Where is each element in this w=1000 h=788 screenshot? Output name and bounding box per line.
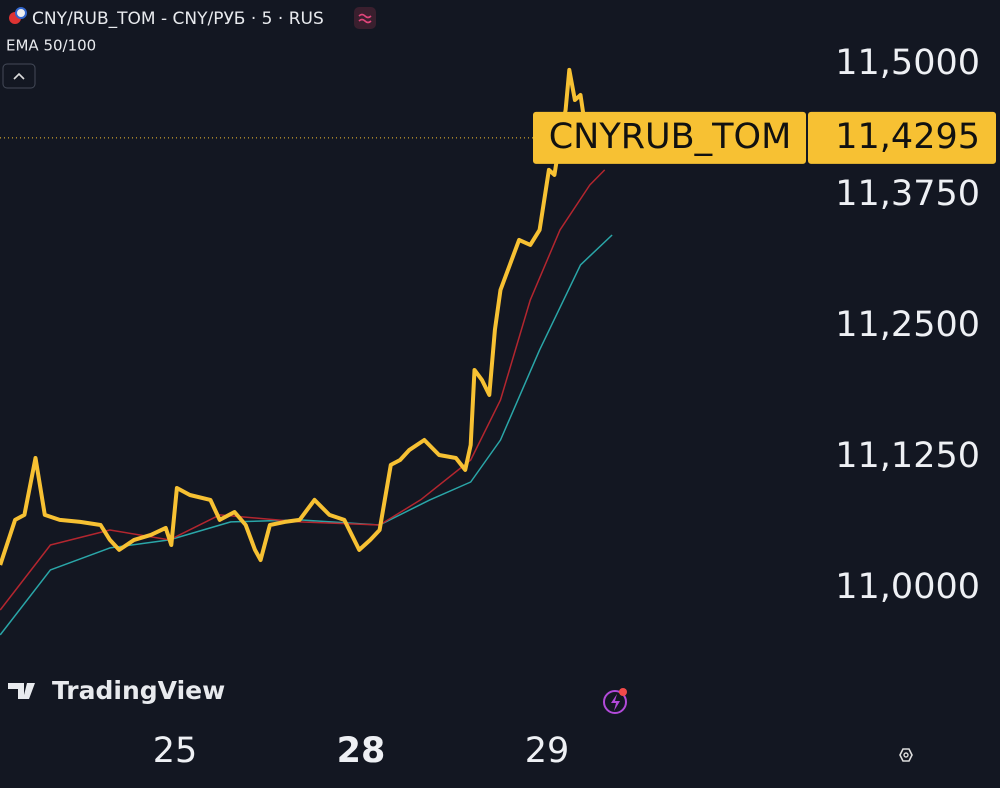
- settings-icon[interactable]: [899, 748, 913, 762]
- event-dot: [619, 688, 627, 696]
- event-bolt: [611, 694, 620, 711]
- last-price-tag: [808, 111, 996, 164]
- y-tick-label: 11,1250: [835, 436, 980, 476]
- flag-rub: [15, 7, 27, 19]
- last-price-label: 11,4295: [835, 117, 980, 157]
- x-tick-label: 29: [525, 731, 570, 771]
- collapse-button[interactable]: [2, 63, 36, 89]
- market-badge-icon: [358, 13, 372, 24]
- y-tick-label: 11,2500: [835, 305, 980, 345]
- event-icon[interactable]: [603, 690, 627, 714]
- tv-logo: [8, 683, 35, 699]
- watermark: TradingView: [52, 676, 225, 705]
- y-tick-label: 11,5000: [835, 43, 980, 83]
- chart-title: CNY/RUB_TOM - CNY/РУБ · 5 · RUS: [32, 9, 324, 29]
- settings-center: [903, 752, 909, 758]
- series-line: [0, 67, 598, 566]
- y-tick-label: 11,0000: [835, 567, 980, 607]
- x-tick-label: 25: [153, 731, 198, 771]
- series-line: [0, 169, 606, 611]
- indicator-label: EMA 50/100: [6, 37, 96, 55]
- market-badge: [354, 7, 376, 29]
- plot-area: [0, 67, 613, 636]
- y-tick-label: 11,3750: [835, 174, 980, 214]
- x-tick-label: 28: [337, 731, 386, 771]
- series-tag-label: CNYRUB_TOM: [549, 117, 792, 157]
- collapse-icon: [13, 72, 25, 80]
- series-tag: [533, 111, 806, 164]
